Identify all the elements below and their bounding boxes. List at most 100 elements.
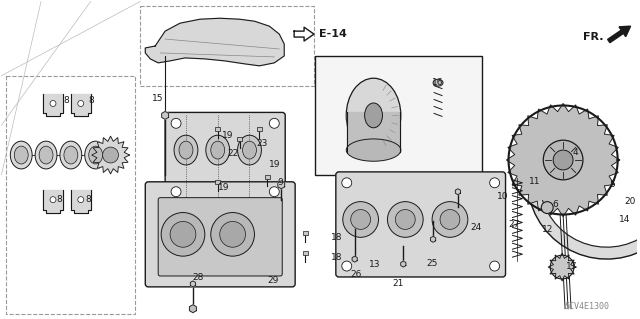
Ellipse shape bbox=[206, 135, 230, 165]
Circle shape bbox=[211, 212, 255, 256]
Bar bbox=[140, 6, 314, 85]
Text: 17: 17 bbox=[566, 262, 577, 271]
Ellipse shape bbox=[237, 135, 261, 165]
Polygon shape bbox=[548, 253, 576, 281]
Text: 20: 20 bbox=[625, 197, 636, 206]
Text: 24: 24 bbox=[471, 223, 482, 232]
Text: 10: 10 bbox=[497, 192, 508, 201]
Text: 9: 9 bbox=[277, 178, 283, 187]
Polygon shape bbox=[278, 181, 285, 189]
Ellipse shape bbox=[14, 146, 28, 164]
Ellipse shape bbox=[35, 141, 57, 169]
Text: 5: 5 bbox=[610, 180, 616, 189]
Text: 12: 12 bbox=[542, 225, 554, 234]
Circle shape bbox=[387, 202, 423, 237]
Text: 22: 22 bbox=[228, 149, 239, 158]
Circle shape bbox=[490, 261, 500, 271]
Polygon shape bbox=[294, 27, 314, 41]
Polygon shape bbox=[71, 190, 91, 212]
Text: 19: 19 bbox=[269, 160, 281, 169]
Polygon shape bbox=[352, 256, 357, 262]
Circle shape bbox=[220, 221, 246, 247]
Polygon shape bbox=[506, 103, 620, 217]
Ellipse shape bbox=[89, 146, 102, 164]
Polygon shape bbox=[162, 111, 168, 119]
Ellipse shape bbox=[365, 103, 383, 128]
Ellipse shape bbox=[10, 141, 32, 169]
Circle shape bbox=[171, 118, 181, 128]
Polygon shape bbox=[43, 190, 63, 212]
Text: 16: 16 bbox=[432, 78, 444, 87]
Circle shape bbox=[269, 118, 279, 128]
Polygon shape bbox=[531, 116, 640, 259]
Polygon shape bbox=[189, 305, 196, 313]
Ellipse shape bbox=[174, 135, 198, 165]
Circle shape bbox=[343, 202, 378, 237]
Ellipse shape bbox=[346, 139, 401, 161]
Polygon shape bbox=[431, 236, 436, 242]
Text: 18: 18 bbox=[331, 233, 342, 242]
Circle shape bbox=[553, 150, 573, 170]
Circle shape bbox=[102, 147, 118, 163]
FancyBboxPatch shape bbox=[145, 182, 295, 287]
Ellipse shape bbox=[433, 79, 443, 86]
Ellipse shape bbox=[243, 141, 257, 159]
FancyBboxPatch shape bbox=[303, 231, 308, 235]
Circle shape bbox=[50, 100, 56, 107]
Polygon shape bbox=[145, 18, 284, 66]
Text: 13: 13 bbox=[369, 260, 380, 269]
Text: 8: 8 bbox=[56, 195, 61, 204]
Ellipse shape bbox=[64, 146, 78, 164]
Text: 26: 26 bbox=[351, 271, 362, 279]
Polygon shape bbox=[190, 281, 195, 287]
Text: 18: 18 bbox=[331, 253, 342, 262]
Text: 27: 27 bbox=[509, 220, 520, 229]
Text: E-14: E-14 bbox=[319, 29, 347, 39]
Circle shape bbox=[342, 261, 352, 271]
Polygon shape bbox=[92, 136, 129, 174]
Text: 28: 28 bbox=[192, 273, 204, 282]
Text: 25: 25 bbox=[426, 259, 438, 268]
Circle shape bbox=[440, 210, 460, 229]
Text: 15: 15 bbox=[152, 94, 164, 103]
Text: 23: 23 bbox=[257, 139, 268, 148]
Circle shape bbox=[50, 197, 56, 203]
Circle shape bbox=[170, 221, 196, 247]
Text: 29: 29 bbox=[268, 277, 279, 286]
Text: 14: 14 bbox=[619, 215, 630, 224]
FancyBboxPatch shape bbox=[165, 112, 285, 203]
Circle shape bbox=[342, 178, 352, 188]
Text: 6: 6 bbox=[552, 200, 558, 209]
Text: 11: 11 bbox=[529, 177, 541, 186]
FancyBboxPatch shape bbox=[237, 137, 242, 141]
Circle shape bbox=[269, 187, 279, 197]
FancyBboxPatch shape bbox=[265, 175, 270, 179]
Text: 19: 19 bbox=[218, 183, 229, 192]
FancyBboxPatch shape bbox=[158, 198, 282, 276]
FancyBboxPatch shape bbox=[336, 172, 506, 277]
Ellipse shape bbox=[60, 141, 82, 169]
Ellipse shape bbox=[346, 78, 401, 152]
Text: 8: 8 bbox=[89, 96, 95, 105]
Text: 8: 8 bbox=[63, 96, 68, 105]
Ellipse shape bbox=[211, 141, 225, 159]
Ellipse shape bbox=[39, 146, 53, 164]
FancyBboxPatch shape bbox=[215, 127, 220, 131]
Text: FR.: FR. bbox=[583, 32, 604, 42]
Text: 19: 19 bbox=[221, 131, 233, 140]
Circle shape bbox=[351, 210, 371, 229]
Polygon shape bbox=[347, 112, 401, 152]
Polygon shape bbox=[71, 93, 91, 116]
Circle shape bbox=[78, 100, 84, 107]
Circle shape bbox=[161, 212, 205, 256]
Text: 4: 4 bbox=[573, 148, 579, 157]
Ellipse shape bbox=[179, 141, 193, 159]
Circle shape bbox=[541, 202, 553, 213]
Text: 21: 21 bbox=[392, 279, 404, 288]
Bar bbox=[315, 56, 482, 175]
FancyBboxPatch shape bbox=[303, 251, 308, 255]
Ellipse shape bbox=[84, 141, 107, 169]
FancyBboxPatch shape bbox=[215, 180, 220, 184]
Text: SCV4E1300: SCV4E1300 bbox=[564, 302, 609, 311]
Polygon shape bbox=[401, 261, 406, 267]
